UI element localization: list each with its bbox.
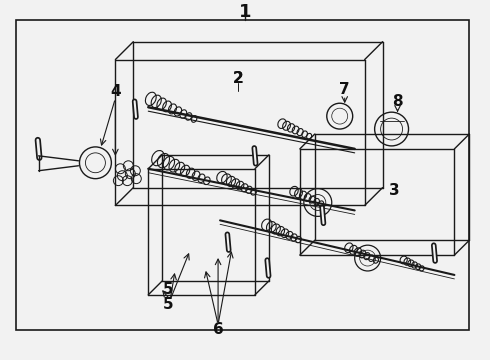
- Text: 3: 3: [389, 183, 400, 198]
- Bar: [16, 20, 469, 329]
- Text: 2: 2: [233, 71, 244, 86]
- Text: 4: 4: [110, 84, 121, 99]
- Text: 1: 1: [239, 3, 251, 21]
- Text: 7: 7: [340, 82, 350, 97]
- Text: 2: 2: [233, 71, 244, 86]
- Text: 5: 5: [163, 282, 173, 297]
- Text: 5: 5: [163, 297, 173, 312]
- Text: 8: 8: [392, 94, 403, 109]
- Text: 6: 6: [213, 322, 223, 337]
